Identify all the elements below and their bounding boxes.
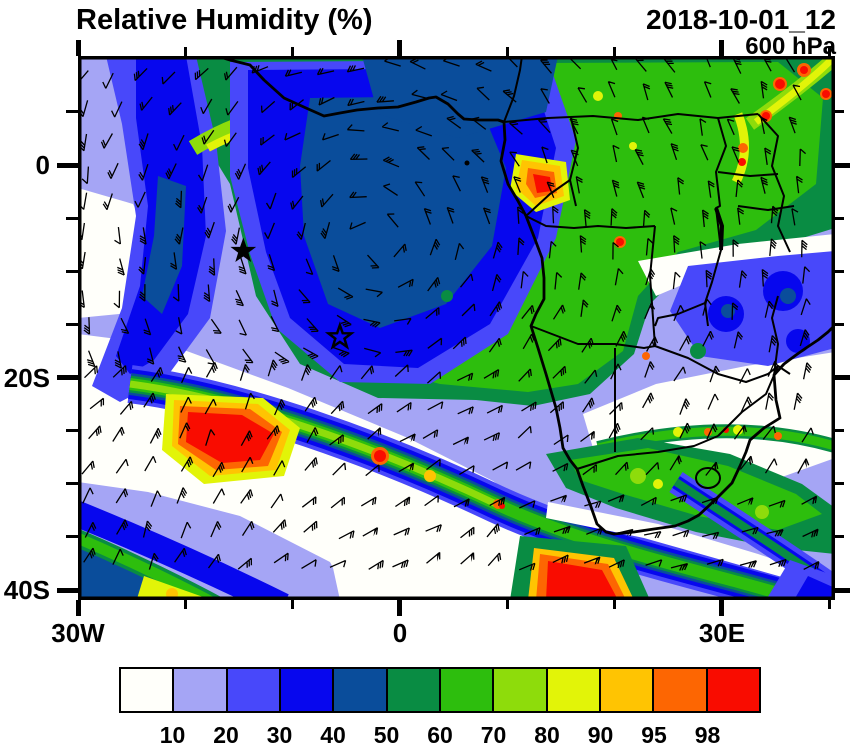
- page-title: Relative Humidity (%): [76, 4, 373, 36]
- colorbar-cell: [494, 669, 548, 711]
- colorbar-cell: [654, 669, 708, 711]
- map-frame: [78, 56, 835, 600]
- axis-tick: [835, 429, 844, 433]
- colorbar-cell: [600, 669, 655, 711]
- axis-tick: [613, 600, 617, 609]
- axis-tick: [835, 587, 850, 593]
- colorbar-cell: [547, 669, 601, 711]
- colorbar-label: 10: [159, 722, 186, 748]
- colorbar-cell: [280, 669, 335, 711]
- axis-tick: [183, 600, 187, 609]
- axis-tick: [66, 482, 78, 486]
- axis-tick: [291, 47, 295, 56]
- axis-tick: [75, 600, 81, 616]
- axis-tick: [66, 535, 78, 539]
- colorbar-label: 90: [587, 722, 614, 748]
- star-open-marker: [324, 321, 355, 350]
- axis-tick: [835, 482, 844, 486]
- axis-tick: [75, 40, 81, 56]
- colorbar-cell: [440, 669, 495, 711]
- axis-tick: [613, 47, 617, 56]
- axis-tick: [827, 47, 831, 56]
- axis-tick: [835, 216, 844, 220]
- wind-barbs: [78, 56, 820, 571]
- y-tick-label: 20S: [3, 362, 50, 393]
- colorbar: [119, 667, 761, 713]
- datetime-label: 2018-10-01_12: [646, 4, 836, 35]
- axis-tick: [66, 216, 78, 220]
- axis-tick: [57, 375, 78, 380]
- axis-tick: [66, 322, 78, 326]
- colorbar-cell: [334, 669, 388, 711]
- colorbar-label: 98: [694, 722, 721, 748]
- axis-tick: [835, 535, 844, 539]
- axis-tick: [835, 269, 844, 273]
- colorbar-cell: [174, 669, 228, 711]
- map-art: [78, 56, 835, 600]
- pressure-level-label: 600 hPa: [745, 33, 836, 60]
- colorbar-label: 70: [480, 722, 507, 748]
- colorbar-cell: [387, 669, 441, 711]
- axis-tick: [835, 375, 850, 380]
- colorbar-cell: [121, 669, 175, 711]
- africa-coastline: [216, 56, 835, 536]
- colorbar-label: 80: [534, 722, 560, 748]
- country-borders: [503, 56, 795, 489]
- axis-tick: [183, 47, 187, 56]
- axis-tick: [291, 600, 295, 609]
- colorbar-label: 50: [373, 722, 400, 748]
- axis-tick: [66, 269, 78, 273]
- axis-tick: [505, 600, 509, 609]
- colorbar-label: 95: [641, 722, 667, 748]
- axis-tick: [827, 600, 831, 609]
- axis-tick: [719, 40, 725, 56]
- map-markers: [230, 237, 355, 350]
- axis-tick: [397, 40, 403, 56]
- x-tick-label: 30E: [698, 618, 746, 648]
- colorbar-label: 60: [427, 722, 453, 748]
- axis-tick: [835, 162, 850, 168]
- axis-tick: [397, 600, 403, 616]
- colorbar-cell: [707, 669, 759, 711]
- axis-tick: [505, 47, 509, 56]
- axis-tick: [66, 110, 78, 114]
- y-tick-label: 40S: [3, 575, 50, 605]
- axis-tick: [57, 587, 78, 593]
- colorbar-label: 30: [266, 722, 293, 748]
- axis-tick: [835, 322, 844, 326]
- axis-tick: [57, 162, 78, 168]
- colorbar-label: 20: [213, 722, 239, 748]
- x-tick-label: 30W: [51, 618, 105, 648]
- axis-tick: [719, 600, 725, 616]
- x-tick-label: 0: [392, 618, 408, 648]
- colorbar-cell: [227, 669, 281, 711]
- axis-tick: [835, 110, 844, 114]
- axis-tick: [66, 429, 78, 433]
- y-tick-label: 0: [35, 150, 50, 180]
- colorbar-label: 40: [320, 722, 346, 748]
- star-filled-marker: [230, 237, 257, 263]
